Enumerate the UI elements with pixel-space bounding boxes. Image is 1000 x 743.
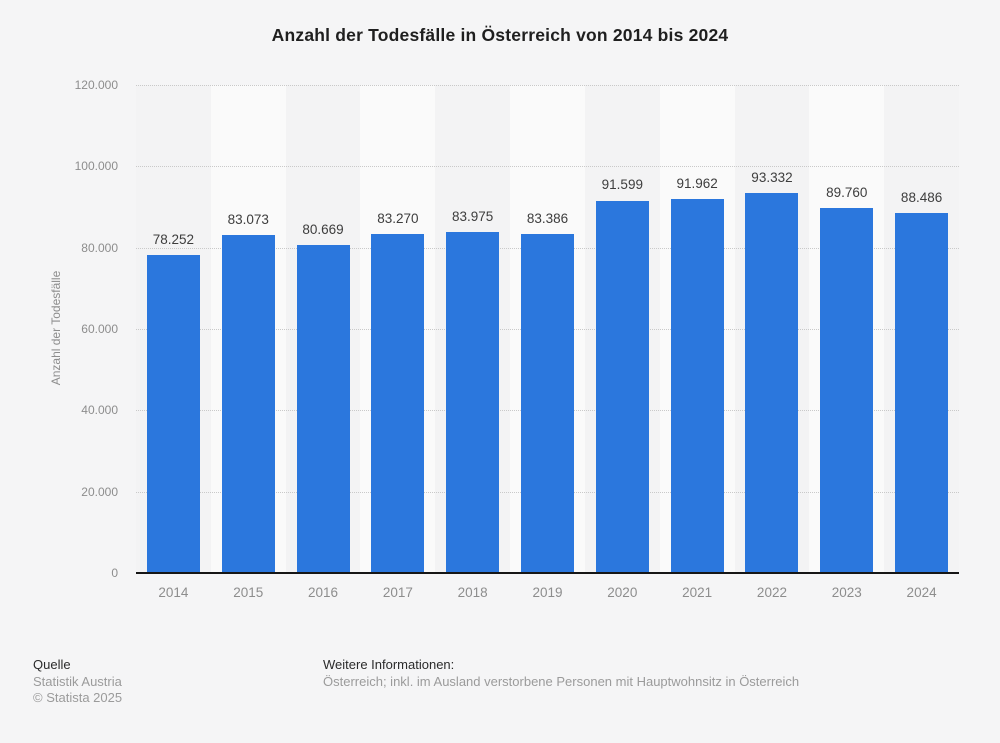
footer-source: Quelle Statistik Austria © Statista 2025: [33, 657, 122, 707]
x-tick-label-2014: 2014: [158, 585, 189, 600]
bar-2021[interactable]: [670, 199, 724, 573]
x-tick-label-2016: 2016: [308, 585, 339, 600]
y-tick-label: 20.000: [81, 484, 118, 499]
bar-2022[interactable]: [745, 193, 799, 573]
bar-2015[interactable]: [221, 235, 275, 573]
x-axis-tick-labels: 2014 2015 2016 2017 2018 2019 2020 2021 2022 2023…: [136, 585, 959, 605]
x-tick-label-2022: 2022: [756, 585, 787, 600]
bar-2018[interactable]: [446, 231, 500, 573]
bar-value-label: 83.386: [526, 210, 569, 226]
bar-value-label: 83.975: [452, 208, 494, 224]
bar-2019[interactable]: [521, 233, 574, 573]
bar-value-label: 88.486: [900, 190, 943, 206]
y-tick-label: 120.000: [74, 78, 118, 92]
x-tick-label-2018: 2018: [457, 585, 488, 600]
bar-2017[interactable]: [371, 234, 425, 573]
chart-title: Anzahl der Todesfälle in Österreich von …: [271, 25, 729, 45]
x-tick-label-2024: 2024: [906, 585, 937, 600]
x-axis-line: [136, 572, 959, 574]
x-tick-label-2020: 2020: [607, 585, 638, 600]
bar-2020[interactable]: [595, 200, 649, 573]
bar-2023[interactable]: [820, 207, 874, 573]
bar-value-label: 91.962: [676, 176, 718, 192]
bar-2014[interactable]: [146, 254, 200, 573]
y-tick-label: 40.000: [81, 403, 118, 418]
y-tick-label: 100.000: [74, 159, 118, 174]
x-tick-label-2015: 2015: [233, 585, 264, 600]
gridline: [136, 85, 959, 86]
x-tick-label-2021: 2021: [682, 585, 713, 600]
bar-value-label: 80.669: [302, 221, 344, 237]
x-tick-label-2019: 2019: [532, 585, 563, 600]
bar-value-label: 78.252: [152, 231, 195, 247]
bar-value-label: 91.599: [601, 177, 643, 193]
x-tick-label-2023: 2023: [831, 585, 862, 600]
source-line: Statistik Austria: [33, 673, 122, 689]
info-header: Weitere Informationen:: [323, 657, 455, 672]
gridline: [136, 166, 959, 168]
footer-info: Weitere Informationen: Österreich; inkl.…: [323, 657, 799, 690]
bar-value-label: 93.332: [751, 170, 793, 186]
bar-value-label: 89.760: [826, 184, 868, 200]
source-header: Quelle: [33, 657, 71, 672]
bar-value-label: 83.073: [227, 212, 269, 228]
bar-value-label: 83.270: [377, 211, 419, 227]
x-tick-label-2017: 2017: [382, 585, 413, 600]
bar-2024[interactable]: [895, 213, 949, 573]
info-line: Österreich; inkl. im Ausland verstorbene…: [323, 673, 800, 689]
bar-2016[interactable]: [296, 244, 350, 573]
y-tick-label: 0: [111, 566, 118, 580]
y-axis-tick-labels: 0 20.000 40.000 60.000 80.000 100.000 120.000: [0, 78, 118, 580]
plot-area: 78.252 83.073 80.669 83.270 83.975 83.386 91.5…: [136, 85, 959, 574]
y-tick-label: 60.000: [81, 322, 118, 336]
y-tick-label: 80.000: [81, 240, 118, 255]
copyright-line: © Statista 2025: [33, 690, 123, 705]
